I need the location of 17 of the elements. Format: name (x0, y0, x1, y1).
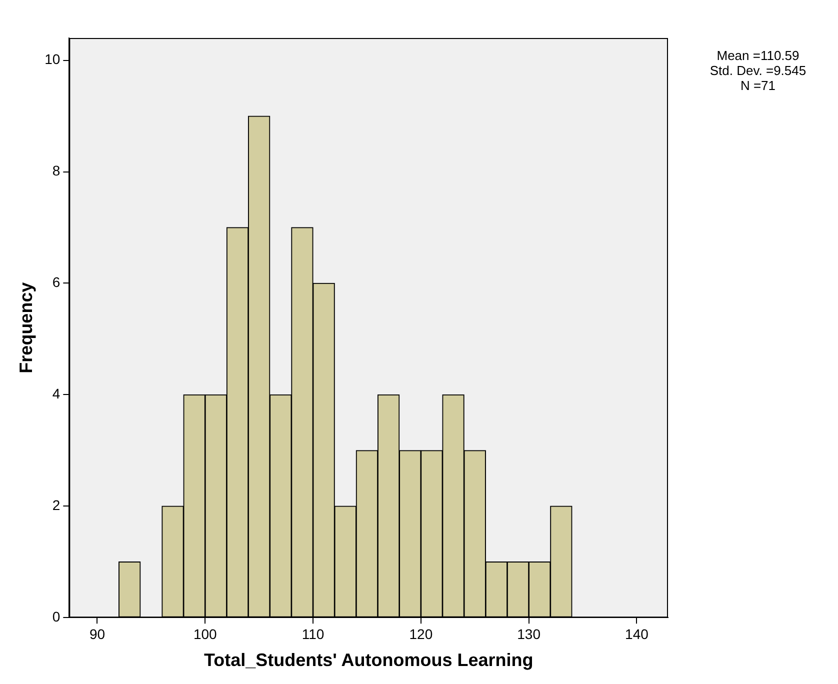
y-tick-label: 2 (52, 497, 60, 513)
text: Mean =110.59 (716, 48, 800, 63)
y-tick-label: 6 (52, 274, 60, 290)
x-tick-label: 140 (625, 626, 649, 642)
x-tick-label: 120 (409, 626, 433, 642)
x-tick-label: 130 (517, 626, 541, 642)
x-tick-label: 100 (193, 626, 218, 642)
y-tick-label: 10 (44, 51, 60, 68)
text: Std. Dev. =9.545 (708, 63, 808, 78)
y-axis-title: Frequency (16, 282, 36, 374)
text: N =71 (739, 78, 777, 93)
x-tick-label: 90 (89, 626, 106, 642)
x-axis-title: Total_Students' Autonomous Learning (204, 650, 534, 670)
y-tick-label: 0 (52, 608, 60, 624)
y-tick-label: 4 (52, 386, 60, 402)
y-tick-label: 8 (52, 162, 60, 179)
x-tick-label: 110 (302, 626, 324, 642)
